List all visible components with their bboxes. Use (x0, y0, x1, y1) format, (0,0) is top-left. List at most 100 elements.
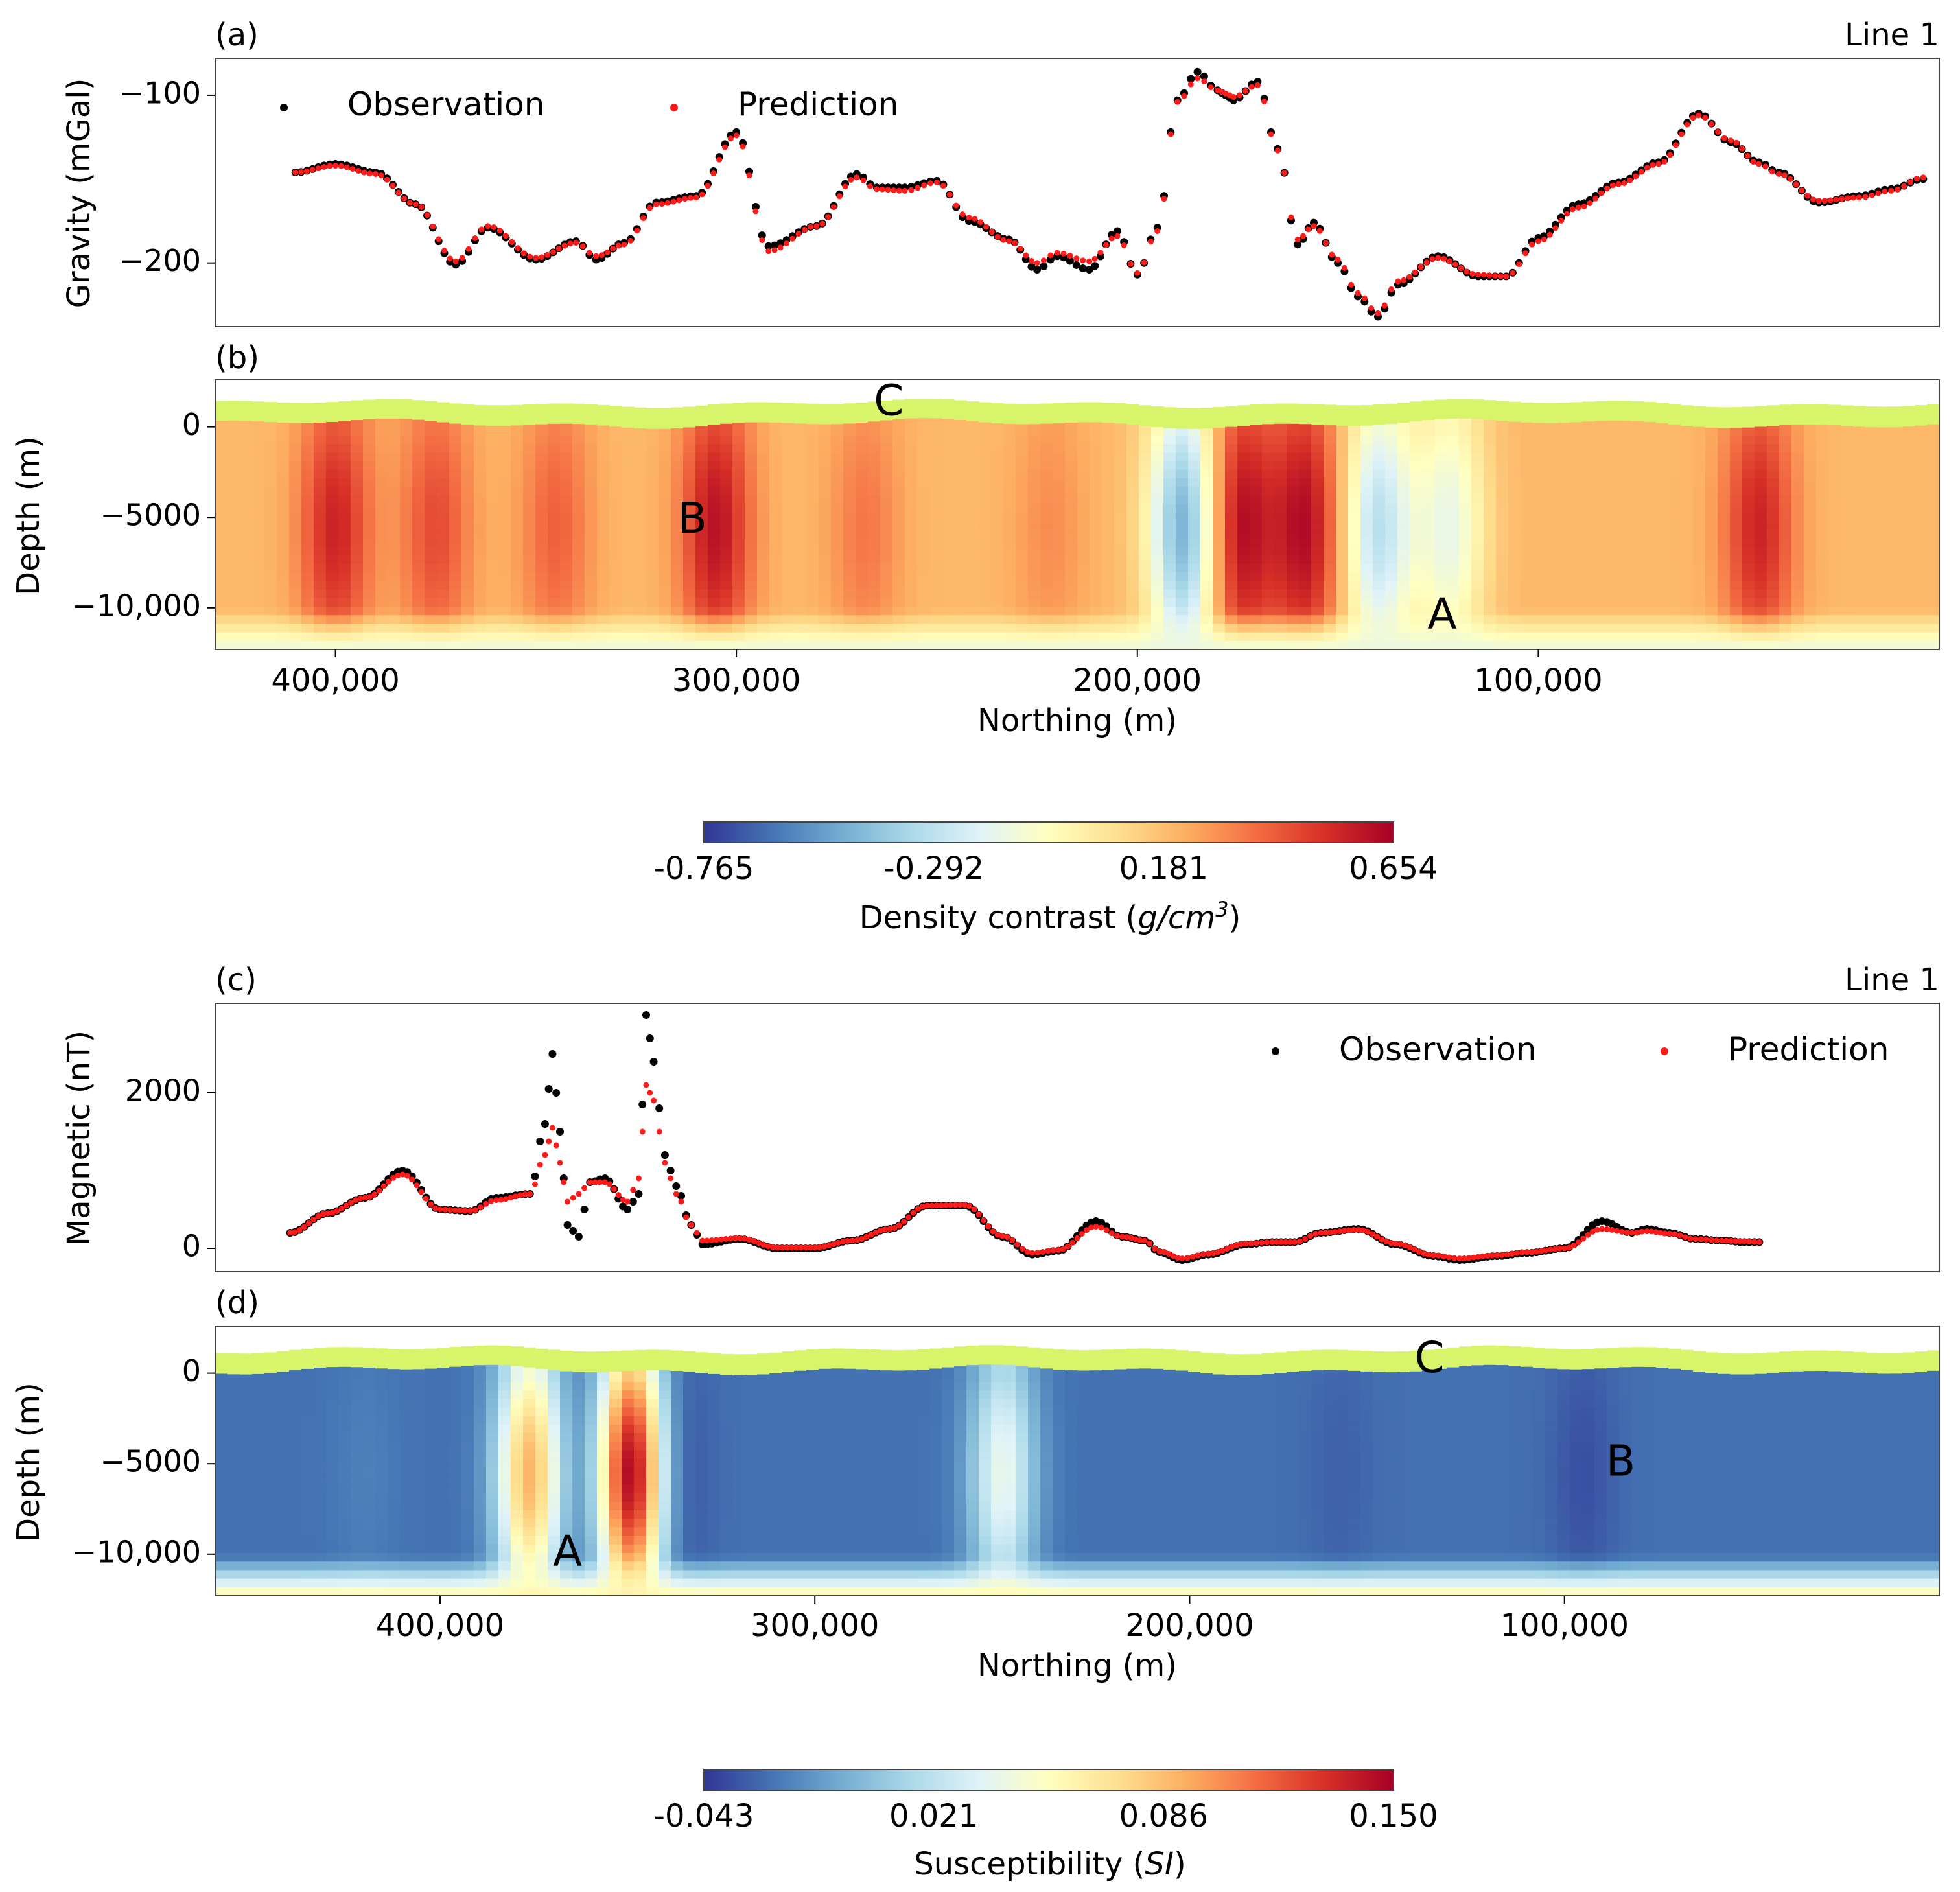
heatmap-cell (1582, 504, 1595, 513)
heatmap-cell (388, 495, 401, 505)
heatmap-cell (1114, 487, 1127, 496)
prediction-point (928, 180, 934, 187)
heatmap-cell (1681, 615, 1694, 624)
heatmap-cell (1902, 520, 1915, 530)
heatmap-cell (1434, 444, 1447, 453)
heatmap-cell (1447, 581, 1460, 590)
heatmap-cell (609, 444, 622, 453)
heatmap-cell (1656, 640, 1669, 650)
prediction-point (859, 1235, 865, 1242)
heatmap-cell (1496, 461, 1509, 471)
heatmap-cell (1865, 538, 1878, 548)
heatmap-cell (769, 640, 782, 650)
heatmap-cell (1828, 461, 1841, 471)
heatmap-cell (474, 512, 487, 522)
heatmap-cell (1693, 624, 1706, 633)
heatmap-cell (1841, 504, 1854, 513)
heatmap-cell (1828, 546, 1841, 556)
heatmap-cell (437, 504, 450, 513)
heatmap-cell (1915, 520, 1928, 530)
heatmap-cell (1755, 520, 1768, 530)
heatmap-cell (597, 546, 610, 556)
observation-point (1066, 257, 1074, 265)
panel-c-legend: Observation Prediction (1272, 1031, 1889, 1068)
prediction-point (1054, 250, 1060, 256)
heatmap-cell (535, 423, 548, 436)
prediction-point (1604, 185, 1610, 192)
heatmap-cell (215, 598, 228, 607)
heatmap-cell (954, 495, 967, 505)
heatmap-cell (597, 425, 610, 436)
heatmap-cell (1693, 530, 1706, 539)
heatmap-cell (1804, 452, 1817, 461)
prediction-point (688, 1222, 694, 1228)
heatmap-cell (1656, 581, 1669, 590)
heatmap-cell (1348, 572, 1361, 581)
heatmap-cell (351, 581, 364, 590)
heatmap-cell (1028, 461, 1041, 471)
heatmap-cell (843, 530, 856, 539)
heatmap-cell (572, 487, 585, 496)
heatmap-cell (1779, 598, 1792, 607)
heatmap-cell (1348, 563, 1361, 573)
heatmap-cell (326, 421, 339, 436)
prediction-point (298, 169, 305, 175)
heatmap-cell (708, 632, 721, 642)
heatmap-cell (1853, 563, 1866, 573)
heatmap-cell (277, 422, 290, 436)
heatmap-cell (1521, 615, 1534, 624)
observation-point (1046, 255, 1055, 264)
prediction-point (498, 1197, 504, 1203)
prediction-point (1411, 1246, 1418, 1253)
heatmap-cell (277, 598, 290, 607)
heatmap-cell (1163, 546, 1176, 556)
heatmap-cell (375, 589, 388, 599)
prediction-point (1648, 1228, 1655, 1235)
heatmap-cell (966, 504, 979, 513)
heatmap-cell (240, 598, 253, 607)
heatmap-cell (1927, 555, 1940, 565)
heatmap-cell (363, 478, 376, 487)
heatmap-cell (277, 530, 290, 539)
heatmap-cell (1902, 435, 1915, 445)
topography-cell (671, 407, 684, 428)
heatmap-cell (1360, 546, 1373, 556)
heatmap-cell (228, 546, 240, 556)
prediction-point (1599, 1226, 1605, 1232)
heatmap-cell (1065, 563, 1078, 573)
heatmap-cell (412, 572, 425, 581)
heatmap-cell (511, 461, 524, 471)
topography-cell (831, 403, 844, 425)
heatmap-cell (1582, 421, 1595, 436)
heatmap-cell (252, 607, 265, 616)
prediction-point (570, 1195, 576, 1201)
heatmap-cell (1311, 478, 1324, 487)
heatmap-cell (1373, 452, 1386, 461)
heatmap-cell (831, 572, 844, 581)
heatmap-cell (1385, 478, 1398, 487)
heatmap-cell (338, 504, 351, 513)
heatmap-cell (1102, 572, 1115, 581)
heatmap-cell (1262, 598, 1275, 607)
topography-cell (1619, 401, 1632, 421)
topography-cell (942, 399, 955, 419)
heatmap-cell (1028, 572, 1041, 581)
prediction-point (1069, 1239, 1076, 1246)
heatmap-cell (1816, 624, 1829, 633)
heatmap-cell (1558, 555, 1570, 565)
heatmap-cell (905, 607, 918, 616)
heatmap-cell (474, 478, 487, 487)
heatmap-cell (1053, 581, 1066, 590)
prediction-point (756, 1240, 762, 1246)
prediction-point (1416, 1248, 1423, 1255)
heatmap-cell (979, 435, 992, 445)
heatmap-cell (954, 419, 967, 436)
heatmap-cell (1471, 589, 1484, 599)
heatmap-cell (1114, 632, 1127, 642)
heatmap-cell (1311, 538, 1324, 548)
heatmap-cell (535, 504, 548, 513)
observation-point (569, 1227, 578, 1235)
heatmap-cell (1299, 615, 1312, 624)
observation-point (541, 1120, 549, 1128)
heatmap-cell (659, 589, 671, 599)
